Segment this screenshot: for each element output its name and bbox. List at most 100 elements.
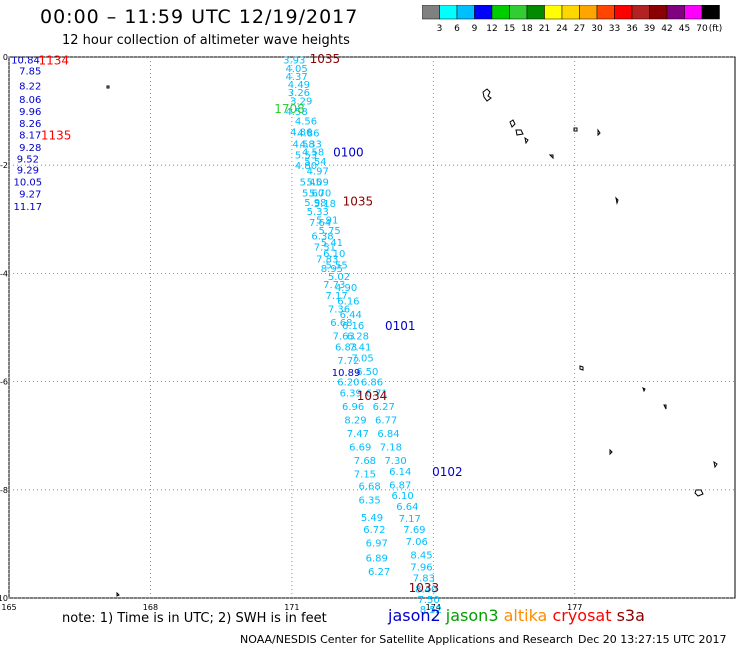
color-scale-label: 15 [504,24,515,34]
wave-height-value: 5.41 [321,238,343,249]
lat-tick-label: -6 [0,378,8,387]
pass-time-label: 0100 [333,146,364,160]
wave-height-value: 11.17 [14,202,43,213]
pass-time-label: 1708 [274,102,305,116]
wave-height-value: 7.50 [417,595,439,606]
island-outline [597,128,601,137]
wave-height-value: 6.39 [340,388,362,399]
wave-height-value: 7.17 [326,291,348,302]
wave-height-value: 7.63 [333,332,355,343]
lon-tick-label: 171 [284,603,299,612]
wave-height-value: 6.44 [340,310,362,321]
wave-height-value: 5.33 [307,207,329,218]
wave-height-value: 4.86 [297,129,319,140]
wave-height-value: 5.02 [328,272,350,283]
pass-time-label: 1134 [39,54,70,68]
wave-height-value: 6.16 [337,296,359,307]
legend-s3a: s3a [616,606,645,625]
wave-height-value: 6.27 [373,402,395,413]
lon-tick-label: 177 [567,603,582,612]
color-scale-label: 21 [539,24,550,34]
wave-height-value: 6.83 [335,342,357,353]
island-outline [579,365,584,371]
wave-height-value: 3.29 [290,96,312,107]
island-outline [713,460,718,469]
wave-height-value: 6.28 [347,332,369,343]
wave-height-value: 7.68 [354,456,376,467]
wave-height-value: 8.45 [410,551,432,562]
wave-height-value: 7.72 [337,356,359,367]
wave-height-value: 10.84 [11,56,40,67]
island-outline [116,591,120,597]
wave-height-value: 4.97 [307,167,329,178]
color-scale-label: 18 [521,24,533,34]
wave-height-value: 6.38 [311,232,333,243]
wave-height-value: 5.60 [302,188,324,199]
lat-tick-label: -4 [0,269,8,278]
wave-height-value: 8.40 [415,584,437,595]
wave-height-value: 7.64 [309,218,331,229]
wave-height-value: 7.47 [347,429,369,440]
wave-height-value: 6.69 [349,443,371,454]
wave-height-value: 7.36 [328,305,350,316]
pass-time-label: 1035 [310,52,341,66]
color-scale-label: 36 [626,24,638,34]
color-scale-label: 45 [679,24,690,34]
wave-height-value: 3.93 [283,56,305,67]
color-scale-label: 12 [486,24,497,34]
wave-height-value: 6.64 [396,502,418,513]
lon-tick-label: 174 [426,603,441,612]
color-scale-label: 6 [454,24,460,34]
wave-height-value: 5.49 [361,513,383,524]
wave-height-value: 4.58 [293,140,315,151]
color-scale-label: 3 [437,24,443,34]
wave-height-value: 6.96 [342,402,364,413]
wave-height-value: 7.18 [380,443,402,454]
color-scale-label: 9 [472,24,478,34]
wave-height-value: 6.27 [368,567,390,578]
color-scale-label: 70 [696,24,708,34]
island-outline [515,129,524,136]
lon-tick-label: 165 [1,603,16,612]
wave-height-value: 6.97 [366,538,388,549]
wave-height-value: 7.05 [351,353,373,364]
wave-height-value: 7.51 [314,242,336,253]
wave-height-value: 5.09 [307,177,329,188]
wave-height-value: 4.33 [300,140,322,151]
wave-height-value: 7.17 [399,514,421,525]
wave-height-value: 9.52 [17,155,39,166]
wave-height-value: 8.52 [420,605,442,616]
wave-height-value: 6.20 [337,378,359,389]
wave-height-value: 8.26 [19,119,41,130]
wave-height-value: 5.53 [295,150,317,161]
wave-height-value: 5.91 [316,215,338,226]
wave-height-value: 5.45 [300,177,322,188]
wave-height-value: 5.54 [304,157,326,168]
wave-height-value: 6.68 [330,318,352,329]
wave-height-value: 7.85 [19,67,41,78]
color-scale-unit: (ft) [709,24,723,34]
wave-height-value: 9.28 [19,143,41,154]
color-swatch [701,5,720,20]
wave-height-value: 4.58 [285,107,307,118]
wave-height-value: 6.77 [375,415,397,426]
wave-height-value: 7.06 [406,537,428,548]
wave-height-value: 7.15 [354,470,376,481]
wave-height-value: 4.49 [288,80,310,91]
generated-date: Dec 20 13:27:15 UTC 2017 [578,633,727,646]
wave-height-value: 5.18 [314,199,336,210]
wave-height-value: 6.84 [377,429,399,440]
wave-height-value: 8.06 [19,95,41,106]
lon-tick-label: 168 [143,603,158,612]
wave-height-value: 3.26 [288,88,310,99]
map-title: 00:00 – 11:59 UTC 12/19/2017 [40,6,359,28]
wave-height-value: 5.55 [326,261,348,272]
map-frame [8,56,736,599]
wave-height-value: 6.71 [366,388,388,399]
pass-time-label: 1035 [343,194,374,208]
legend-cryosat: cryosat [552,606,612,625]
wave-height-value: 6.10 [392,491,414,502]
island-outline [609,448,613,456]
island-outline [106,85,110,89]
wave-height-value: 9.29 [17,166,39,177]
